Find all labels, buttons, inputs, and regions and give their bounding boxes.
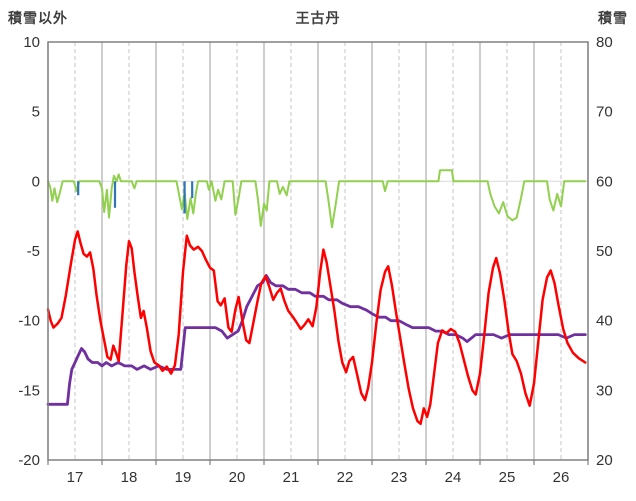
series-purple <box>46 273 587 406</box>
svg-text:50: 50 <box>596 243 613 260</box>
right-axis-title: 積雪 <box>598 10 628 26</box>
svg-text:21: 21 <box>283 469 300 486</box>
svg-text:17: 17 <box>67 469 84 486</box>
left-axis-title: 積雪以外 <box>8 10 68 26</box>
svg-text:24: 24 <box>445 469 462 486</box>
svg-text:-5: -5 <box>27 243 40 260</box>
chart-title: 王古丹 <box>295 10 341 26</box>
svg-text:25: 25 <box>499 469 516 486</box>
svg-text:0: 0 <box>32 173 40 190</box>
svg-text:10: 10 <box>23 34 40 51</box>
svg-text:20: 20 <box>229 469 246 486</box>
svg-text:19: 19 <box>175 469 192 486</box>
x-axis-labels: 17 18 19 20 21 22 23 24 25 26 <box>67 469 570 486</box>
series-red <box>46 230 587 426</box>
svg-text:22: 22 <box>337 469 354 486</box>
svg-text:40: 40 <box>596 313 613 330</box>
svg-text:18: 18 <box>121 469 138 486</box>
left-axis-labels: 10 5 0 -5 -10 -15 -20 <box>18 34 40 469</box>
svg-text:60: 60 <box>596 173 613 190</box>
svg-text:80: 80 <box>596 34 613 51</box>
x-axis-ticks <box>47 460 589 465</box>
svg-text:-15: -15 <box>18 382 40 399</box>
svg-text:20: 20 <box>596 452 613 469</box>
svg-text:-10: -10 <box>18 313 40 330</box>
svg-text:-20: -20 <box>18 452 40 469</box>
series-green <box>47 169 587 229</box>
svg-text:30: 30 <box>596 382 613 399</box>
svg-text:70: 70 <box>596 104 613 121</box>
svg-text:26: 26 <box>553 469 570 486</box>
series-blue-ticks <box>77 181 194 214</box>
right-axis-labels: 80 70 60 50 40 30 20 <box>596 34 613 469</box>
svg-text:23: 23 <box>391 469 408 486</box>
svg-text:5: 5 <box>32 104 40 121</box>
